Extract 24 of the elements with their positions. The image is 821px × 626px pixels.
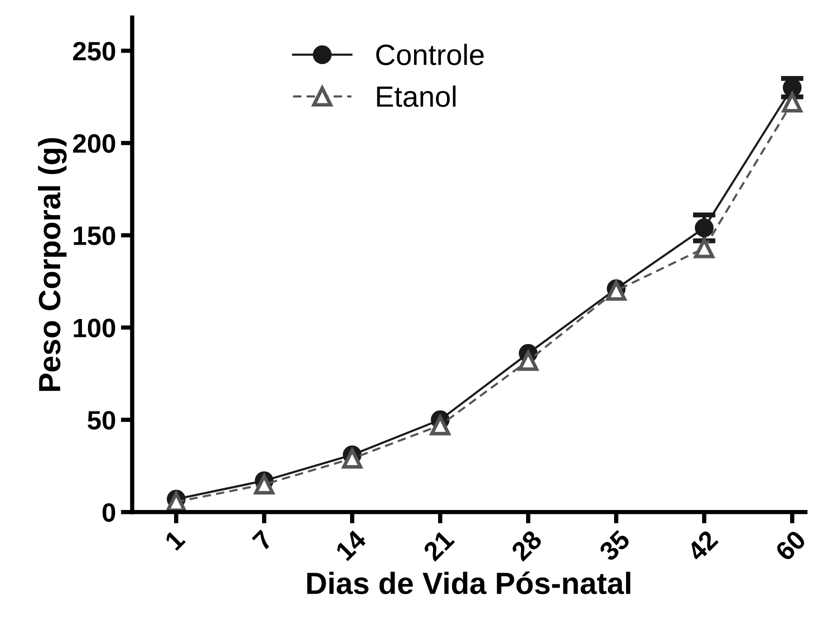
point — [166, 492, 186, 512]
x-tick-label: 42 — [686, 529, 719, 562]
y-tick-label: 250 — [73, 42, 116, 61]
y-tick-label: 0 — [102, 503, 116, 522]
x-tick-label: 35 — [598, 529, 632, 562]
x-tick-label: 28 — [510, 529, 544, 562]
y-tick-label: 150 — [74, 226, 116, 246]
y-tick-label: 200 — [73, 134, 116, 153]
legend-label: Etanol — [377, 86, 456, 107]
x-axis-title: Dias de Vida Pós-natal — [307, 571, 630, 594]
x-tick-label: 1 — [164, 529, 186, 551]
point — [430, 415, 450, 436]
y-tick-label: 100 — [74, 318, 116, 338]
point — [342, 448, 362, 469]
x-tick-label: 60 — [774, 529, 807, 562]
x-tick-label: 14 — [334, 528, 368, 562]
point — [254, 474, 274, 494]
y-axis-title: Peso Corporal (g) — [38, 138, 67, 391]
legend-label: Controle — [376, 44, 484, 66]
y-tick-label: 50 — [88, 410, 116, 430]
point — [782, 92, 802, 112]
x-tick-label: 7 — [252, 530, 274, 552]
point — [518, 350, 538, 371]
x-tick-label: 21 — [422, 529, 455, 562]
